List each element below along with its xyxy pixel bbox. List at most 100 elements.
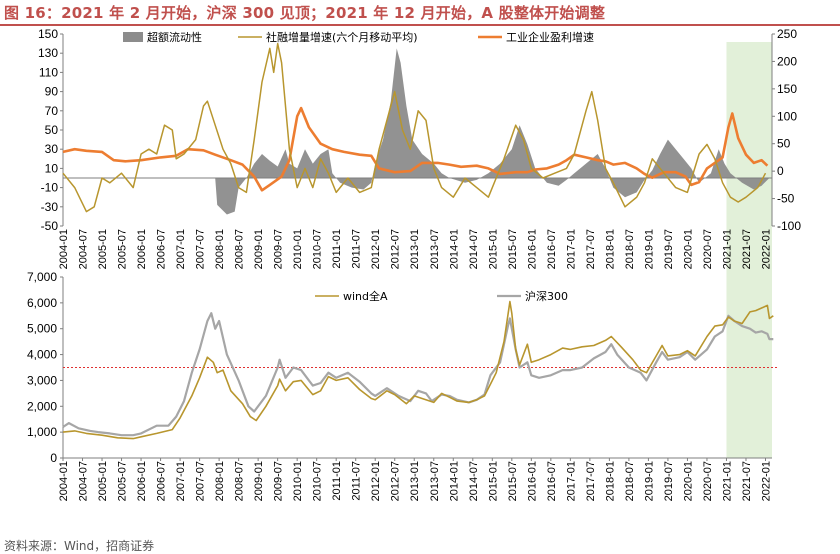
top-x-tick-label: 2018-01 [604,229,616,269]
bottom-x-tick-label: 2010-07 [312,461,324,501]
bottom-y-tick-label: 7,000 [27,270,57,284]
bottom-x-tick-label: 2017-01 [565,461,577,501]
top-x-tick-label: 2012-01 [370,229,382,269]
top-x-tick-label: 2009-01 [253,229,265,269]
bottom-tick-labels: 0 1,000 2,000 3,000 4,000 5,000 6,000 7,000 2004… [27,270,773,501]
bottom-x-tick-label: 2005-01 [97,461,109,501]
top-x-tick-label: 2011-07 [351,229,363,269]
bottom-lines-group [62,300,774,440]
top-right-tick-label: 200 [777,54,797,68]
bottom-x-tick-label: 2016-07 [546,461,558,501]
bottom-x-tick-label: 2004-01 [58,461,70,501]
hs300-line [62,312,774,437]
bottom-x-tick-label: 2020-01 [682,461,694,501]
top-right-tick-label: 0 [777,164,784,178]
top-x-tick-label: 2016-07 [546,229,558,269]
bottom-x-tick-label: 2020-07 [702,461,714,501]
top-right-tick-label: 50 [777,137,791,151]
bottom-x-tick-label: 2009-07 [273,461,285,501]
top-right-tick-label: 100 [777,109,797,123]
top-x-tick-label: 2019-07 [663,229,675,269]
bottom-y-tick-label: 4,000 [27,348,57,362]
top-x-tick-label: 2019-01 [643,229,655,269]
bottom-x-tick-label: 2021-01 [721,461,733,501]
bottom-y-tick-label: 1,000 [27,425,57,439]
bottom-y-tick-label: 2,000 [27,399,57,413]
top-x-tick-label: 2013-01 [409,229,421,269]
wind-a-line [62,300,774,440]
top-x-tick-label: 2018-07 [624,229,636,269]
top-x-tick-label: 2013-07 [429,229,441,269]
bottom-x-tick-label: 2014-01 [448,461,460,501]
bottom-x-tick-label: 2005-07 [117,461,129,501]
legend-label-social-financing: 社融增量增速(六个月移动平均) [266,30,418,44]
top-left-tick-label: -10 [41,181,59,195]
bottom-x-tick-label: 2004-07 [78,461,90,501]
top-x-tick-label: 2005-07 [117,229,129,269]
top-x-tick-label: 2008-01 [214,229,226,269]
top-x-tick-label: 2022-01 [760,229,772,269]
top-x-tick-label: 2012-07 [390,229,402,269]
bottom-y-tick-label: 3,000 [27,373,57,387]
top-axes [60,33,775,227]
bottom-x-tick-label: 2006-07 [156,461,168,501]
top-lines-group [62,42,769,213]
bottom-x-tick-label: 2008-01 [214,461,226,501]
bottom-x-tick-label: 2011-01 [331,461,343,501]
bottom-y-tick-label: 0 [50,451,57,465]
top-right-tick-label: 250 [777,27,797,41]
top-x-tick-label: 2007-01 [175,229,187,269]
bottom-x-tick-label: 2010-01 [292,461,304,501]
bottom-x-tick-label: 2013-07 [429,461,441,501]
top-x-tick-label: 2010-07 [312,229,324,269]
top-x-tick-label: 2015-01 [487,229,499,269]
top-x-tick-label: 2020-07 [702,229,714,269]
bottom-x-tick-label: 2019-07 [663,461,675,501]
top-left-tick-label: 70 [45,104,59,118]
top-x-tick-label: 2006-01 [136,229,148,269]
top-panel: 150 130 110 90 70 50 30 10 -10 -30 -50 250 200 150 100… [38,27,801,269]
top-left-tick-label: -30 [41,200,59,214]
top-x-tick-label: 2010-01 [292,229,304,269]
legend-label-industrial-profit: 工业企业盈利增速 [506,30,594,44]
top-left-tick-label: 10 [45,161,59,175]
top-right-tick-label: -50 [777,192,795,206]
bottom-x-tick-label: 2009-01 [253,461,265,501]
top-x-tick-label: 2020-01 [682,229,694,269]
top-x-tick-label: 2008-07 [234,229,246,269]
bottom-x-tick-label: 2012-07 [390,461,402,501]
bottom-x-tick-label: 2015-07 [507,461,519,501]
bottom-x-tick-label: 2008-07 [234,461,246,501]
bottom-x-tick-label: 2018-01 [604,461,616,501]
top-right-tick-label: 150 [777,82,797,96]
top-x-tick-label: 2014-07 [468,229,480,269]
top-x-tick-label: 2004-07 [78,229,90,269]
bottom-x-tick-label: 2022-01 [760,461,772,501]
top-left-tick-label: 30 [45,142,59,156]
bottom-x-tick-label: 2021-07 [741,461,753,501]
top-legend: 超额流动性 社融增量增速(六个月移动平均) 工业企业盈利增速 [123,30,594,44]
bottom-y-tick-label: 6,000 [27,296,57,310]
bottom-x-tick-label: 2007-01 [175,461,187,501]
top-x-tick-label: 2004-01 [58,229,70,269]
top-x-tick-label: 2011-01 [331,229,343,269]
figure-title: 图 16：2021 年 2 月开始，沪深 300 见顶；2021 年 12 月开… [4,4,606,22]
bottom-x-tick-label: 2013-01 [409,461,421,501]
top-x-tick-label: 2006-07 [156,229,168,269]
legend-swatch-liquidity [123,32,143,42]
bottom-x-tick-label: 2014-07 [468,461,480,501]
top-x-tick-label: 2017-01 [565,229,577,269]
social-financing-line [62,42,767,213]
top-left-tick-label: 130 [38,46,58,60]
top-x-tick-label: 2016-01 [526,229,538,269]
top-right-tick-label: -100 [777,219,801,233]
top-x-tick-label: 2021-07 [741,229,753,269]
bottom-legend: wind全A 沪深300 [315,289,568,303]
bottom-x-tick-label: 2015-01 [487,461,499,501]
top-x-tick-label: 2007-07 [195,229,207,269]
bottom-x-tick-label: 2006-01 [136,461,148,501]
top-left-tick-label: 110 [39,65,58,79]
top-x-tick-label: 2017-07 [585,229,597,269]
legend-label-hs300: 沪深300 [525,289,568,303]
